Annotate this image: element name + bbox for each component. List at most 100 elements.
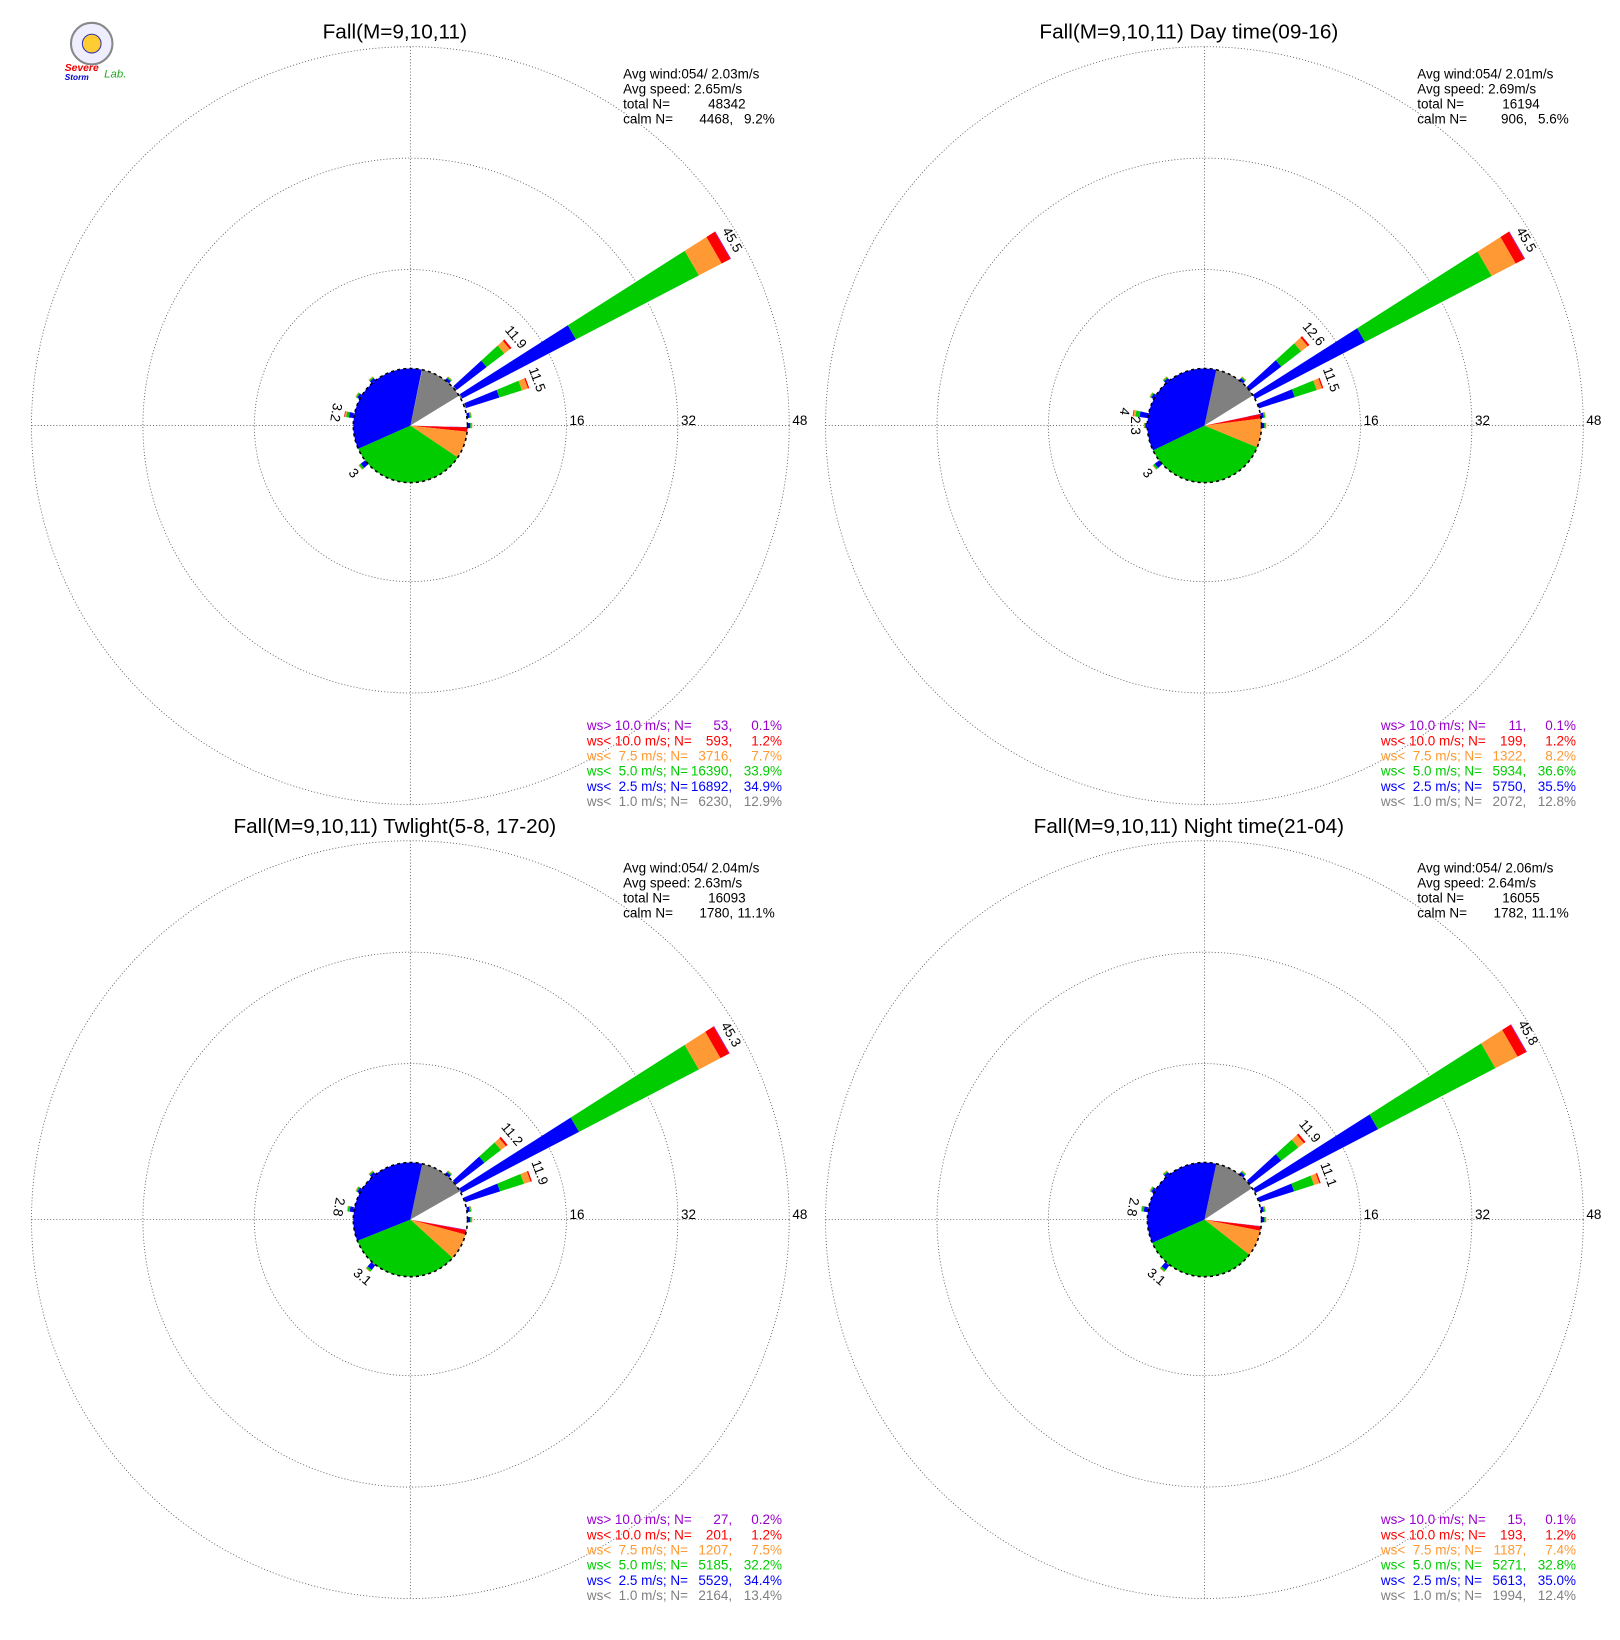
petal-segment xyxy=(348,412,354,419)
pie-slice xyxy=(1204,1219,1261,1255)
stat-value: 11.1% xyxy=(1532,905,1569,920)
stat-value: 16093 xyxy=(708,890,746,905)
stat-value: 11.1% xyxy=(737,905,774,920)
petal-segment xyxy=(358,465,363,470)
petal-segment xyxy=(453,360,487,390)
legend-percent: 7.7% xyxy=(751,748,782,763)
legend-percent: 1.2% xyxy=(751,1527,782,1542)
petal-segment xyxy=(684,1031,721,1070)
pie-slice xyxy=(1204,1219,1262,1227)
legend-label: ws< 2.5 m/s; N= xyxy=(586,779,688,794)
legend-label: ws< 1.0 m/s; N= xyxy=(1380,794,1482,809)
petal-segment xyxy=(445,378,451,384)
legend-percent: 36.6% xyxy=(1538,764,1576,779)
petal-segment xyxy=(1264,412,1266,418)
petal-segment xyxy=(367,1262,376,1270)
petal-label: 2.3 xyxy=(1128,416,1143,435)
petal-segment xyxy=(1141,1205,1145,1212)
legend-count: 6230, xyxy=(698,794,732,809)
legend-percent: 0.1% xyxy=(1545,718,1576,733)
chart-title: Fall(M=9,10,11) Twlight(5-8, 17-20) xyxy=(233,815,556,838)
petal-segment xyxy=(1510,1024,1527,1053)
grid-ring xyxy=(825,46,1584,805)
r-tick-label: 48 xyxy=(1586,1207,1601,1222)
petal-segment xyxy=(344,411,346,417)
petal-segment xyxy=(1313,378,1323,391)
petal-segment xyxy=(1262,412,1266,418)
stat-text: total N= xyxy=(623,96,670,111)
petal-segment xyxy=(1291,1134,1304,1148)
legend-count: 199, xyxy=(1500,733,1526,748)
legend-percent: 32.8% xyxy=(1538,1558,1576,1573)
pie-slice xyxy=(353,368,422,449)
r-tick-label: 32 xyxy=(1475,1207,1490,1222)
petal-segment xyxy=(347,1205,351,1212)
stat-text: Avg speed: 2.69m/s xyxy=(1417,81,1536,96)
pie-slice xyxy=(1204,418,1262,448)
petal-segment xyxy=(570,1044,699,1132)
legend-label: ws> 10.0 m/s; N= xyxy=(1380,1512,1486,1527)
logo-text: Storm xyxy=(65,72,90,82)
petal-segment xyxy=(368,376,374,382)
petal-segment xyxy=(1150,392,1154,398)
pie-slice xyxy=(1152,1219,1250,1277)
legend-percent: 12.4% xyxy=(1538,1588,1576,1603)
petal-segment xyxy=(355,1186,359,1192)
petal-segment xyxy=(1143,422,1145,429)
legend-count: 5185, xyxy=(698,1558,732,1573)
pie-slice xyxy=(1147,368,1217,451)
legend-label: ws> 10.0 m/s; N= xyxy=(1380,718,1486,733)
petal-segment xyxy=(349,1206,354,1213)
petal-segment xyxy=(368,1170,374,1176)
legend-percent: 12.9% xyxy=(744,794,782,809)
petal-segment xyxy=(346,1205,349,1212)
legend-percent: 12.8% xyxy=(1538,794,1576,809)
legend-count: 1207, xyxy=(698,1543,732,1558)
petal-segment xyxy=(366,1266,372,1272)
legend-count: 11, xyxy=(1508,718,1526,733)
petal-segment xyxy=(1149,392,1153,398)
legend-count: 5613, xyxy=(1492,1573,1526,1588)
r-tick-label: 16 xyxy=(1364,413,1379,428)
stat-text: total N= xyxy=(623,890,670,905)
pie-slice xyxy=(1204,369,1253,426)
legend-label: ws< 2.5 m/s; N= xyxy=(1380,779,1482,794)
petal-segment xyxy=(1162,376,1168,382)
petal-segment xyxy=(705,1026,730,1059)
petal-segment xyxy=(355,392,360,398)
legend-label: ws< 7.5 m/s; N= xyxy=(586,748,688,763)
legend-percent: 1.2% xyxy=(1545,1527,1576,1542)
petal-segment xyxy=(1294,337,1308,352)
petal-segment xyxy=(481,345,505,368)
petal-segment xyxy=(526,1170,532,1182)
petal-segment xyxy=(468,412,472,418)
pie-slice xyxy=(410,1191,468,1230)
petal-segment xyxy=(1253,1114,1379,1193)
logo-text: Lab. xyxy=(104,69,126,81)
petal-segment xyxy=(502,339,512,350)
petal-segment xyxy=(358,463,365,470)
petal-segment xyxy=(494,1138,507,1151)
petal-segment xyxy=(1500,231,1525,264)
petal-segment xyxy=(1241,1170,1247,1175)
legend-percent: 0.1% xyxy=(751,718,782,733)
petal-segment xyxy=(714,231,731,259)
petal-segment xyxy=(1149,1186,1153,1192)
pie-slice xyxy=(410,425,468,428)
petal-segment xyxy=(1247,1154,1282,1185)
stat-value: 906, xyxy=(1501,111,1527,126)
petal-segment xyxy=(446,1170,452,1176)
petal-segment xyxy=(1161,1262,1170,1270)
legend-percent: 1.2% xyxy=(751,733,782,748)
petal-segment xyxy=(1477,236,1516,277)
stat-value: 1782, xyxy=(1493,905,1527,920)
petal-segment xyxy=(1239,378,1245,384)
petal-label: 11.9 xyxy=(528,1158,551,1187)
pie-outline xyxy=(1146,1161,1263,1278)
legend-label: ws< 7.5 m/s; N= xyxy=(1380,1543,1482,1558)
stat-value: 9.2% xyxy=(744,111,775,126)
legend-count: 1187, xyxy=(1493,1543,1526,1558)
legend-count: 5529, xyxy=(698,1573,732,1588)
petal-segment xyxy=(1315,1172,1321,1184)
petal-segment xyxy=(1291,380,1317,398)
